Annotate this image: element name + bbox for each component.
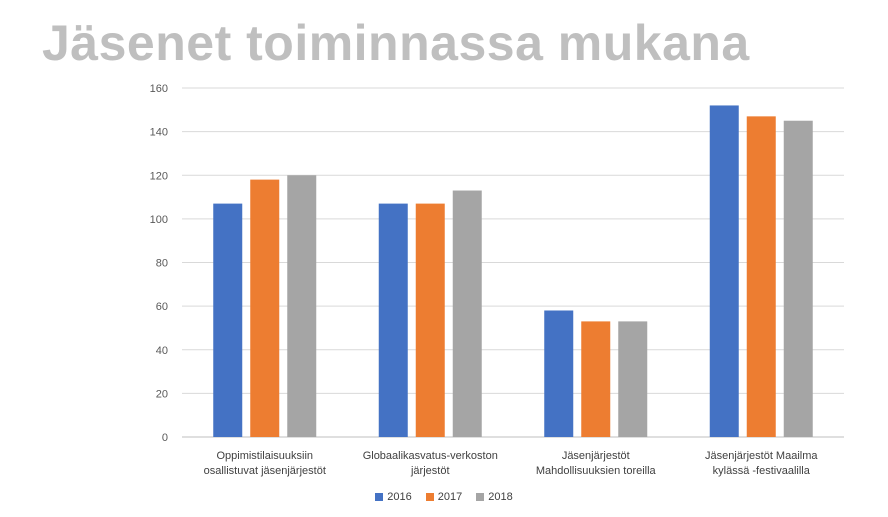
category-label: Jäsenjärjestöt Mahdollisuuksien toreilla [536,450,657,477]
bar-2017 [250,179,280,438]
category-label: Jäsenjärjestöt Maailma kylässä -festivaal… [705,450,818,477]
y-tick-label: 40 [156,345,168,357]
bar-2016 [544,310,574,437]
bar-2017 [746,116,776,437]
legend-label: 2017 [437,491,463,503]
legend-swatch [425,493,434,501]
y-tick-label: 0 [162,432,168,444]
bar-2018 [618,321,648,437]
x-axis: Oppimistilaisuuksiin osallistuvat jäsenjä… [204,450,819,477]
bar-2016 [213,203,243,437]
chart-title: Jäsenet toiminnassa mukana [42,15,750,71]
legend: 2016 2017 2018 [0,491,888,503]
y-axis: 0 20 40 60 80 100 120 140 160 [150,83,168,444]
legend-swatch [476,493,485,501]
bar-2018 [287,175,317,437]
legend-label: 2016 [387,491,412,503]
y-tick-label: 60 [156,301,168,313]
category-label: Oppimistilaisuuksiin osallistuvat jäsenjä… [204,450,326,477]
bar-2017 [415,203,445,437]
bar-2016 [709,105,739,437]
legend-swatch [375,493,384,501]
legend-item-2018: 2018 [476,491,513,503]
gridlines [182,87,844,438]
bars [213,105,813,438]
legend-label: 2018 [488,491,513,503]
category-label: Globaalikasvatus-verkoston järjestöt [363,450,498,477]
y-tick-label: 80 [156,258,168,270]
legend-item-2016: 2016 [375,491,412,503]
y-tick-label: 120 [150,170,168,182]
y-tick-label: 100 [150,214,168,226]
bar-2016 [378,203,408,437]
bar-2018 [783,120,813,437]
y-tick-label: 140 [150,127,168,139]
bar-2017 [581,321,611,437]
y-tick-label: 20 [156,388,168,400]
y-tick-label: 160 [150,83,168,95]
legend-item-2017: 2017 [425,491,463,503]
bar-2018 [452,190,482,437]
